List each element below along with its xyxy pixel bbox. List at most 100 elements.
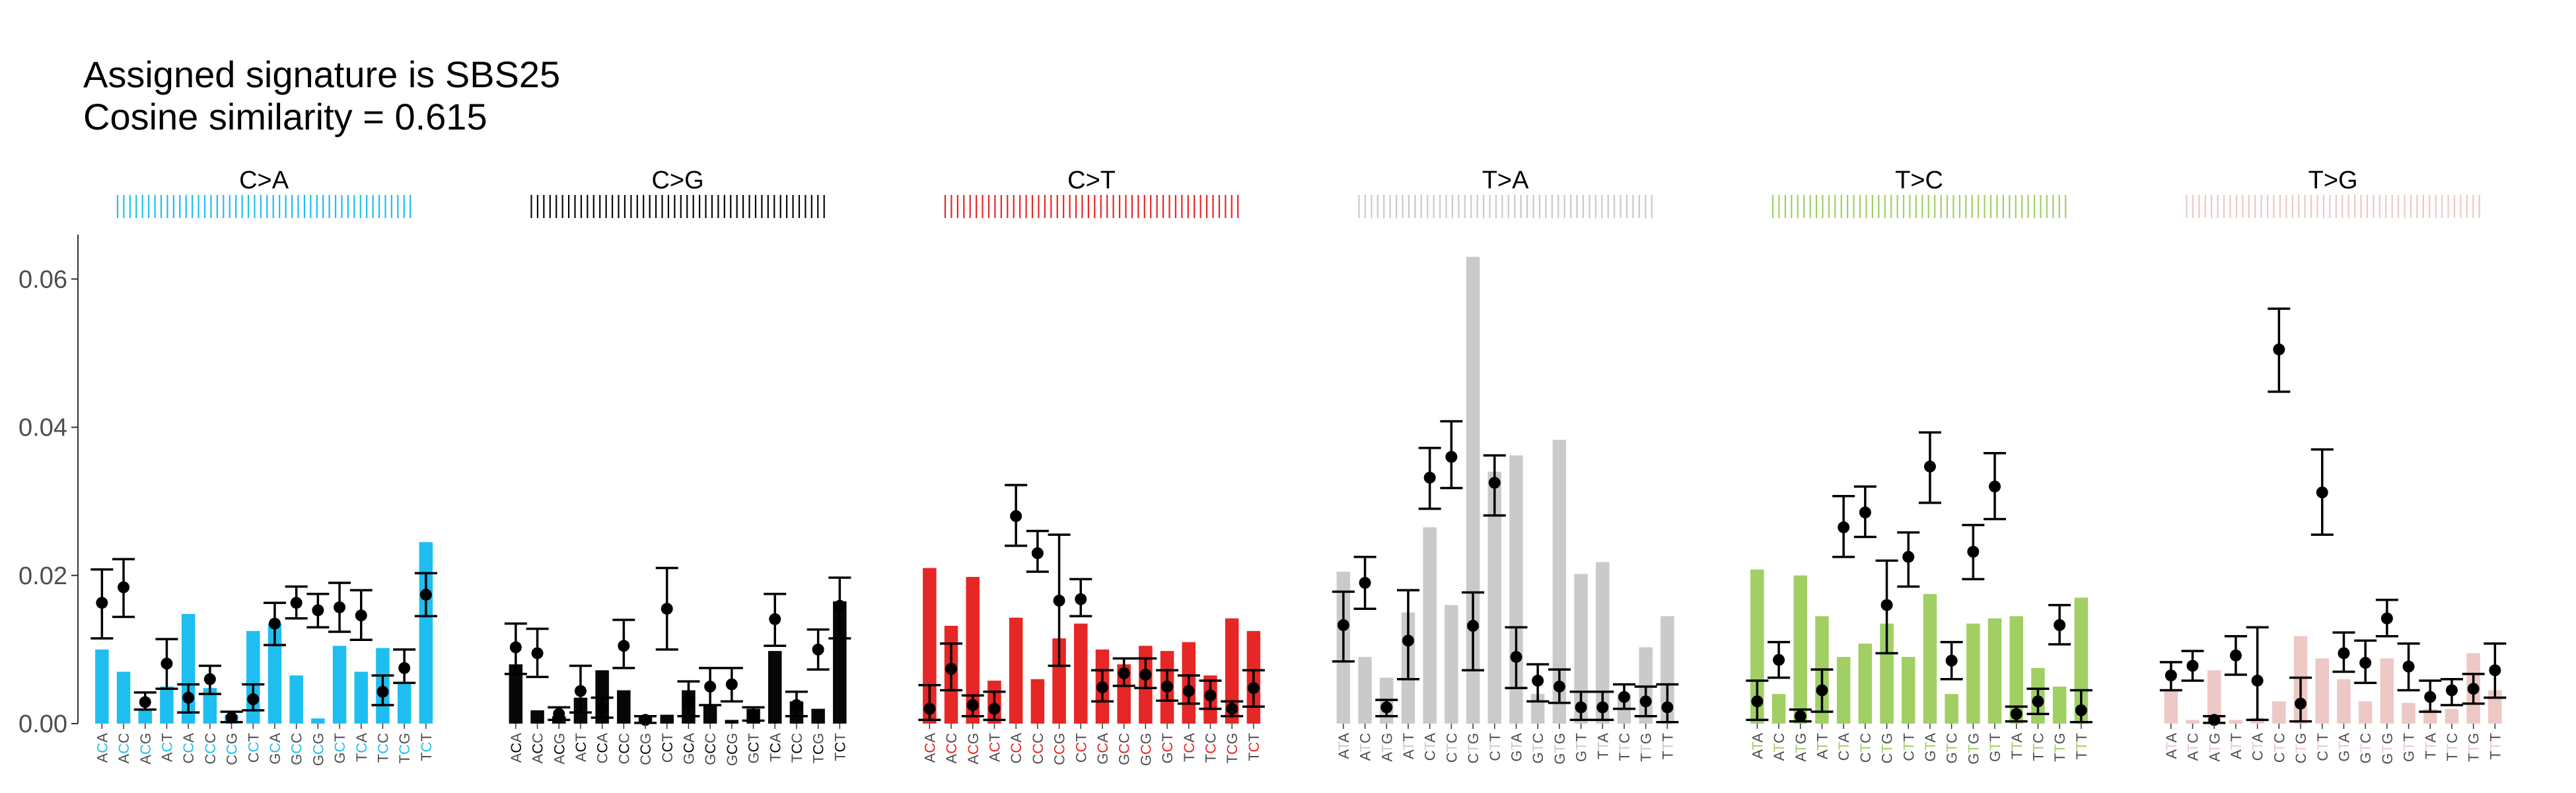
context-label: CCG xyxy=(1052,733,1068,765)
sample-mean-point xyxy=(1445,451,1458,463)
context-label: CCC xyxy=(1030,733,1046,765)
context-label: CCT xyxy=(659,733,676,763)
sample-mean-points xyxy=(96,343,2501,726)
sample-mean-point xyxy=(834,599,846,612)
sample-mean-point xyxy=(398,661,411,674)
sample-error-bars xyxy=(90,307,2507,724)
context-label: GCA xyxy=(267,733,283,765)
sample-mean-point xyxy=(1053,594,1065,607)
mutation-type-strips: C>A C>G C>T T>A T>C T>G xyxy=(116,167,2480,218)
context-label: TTC xyxy=(1616,733,1633,761)
sample-mean-point xyxy=(1226,702,1238,715)
context-label: CTA xyxy=(1422,733,1439,761)
sample-mean-point xyxy=(2010,708,2022,720)
signature-bar xyxy=(1225,618,1239,724)
context-label: ACT xyxy=(986,733,1003,762)
sample-mean-point xyxy=(1661,701,1674,714)
sample-mean-point xyxy=(1553,680,1565,693)
sample-mean-point xyxy=(2338,647,2350,660)
signature-bar xyxy=(2074,597,2089,724)
context-label: TCT xyxy=(418,733,435,761)
signature-bar xyxy=(530,710,544,724)
sample-mean-point xyxy=(725,678,738,691)
context-label: GTC xyxy=(1944,733,1960,764)
signature-bar xyxy=(1880,623,1894,724)
context-label: ACA xyxy=(508,733,524,763)
context-label: GTT xyxy=(1987,733,2003,762)
context-label: ACG xyxy=(965,733,982,765)
signature-bar xyxy=(1750,569,1764,724)
context-label: GTA xyxy=(1508,733,1524,762)
context-label: GCG xyxy=(1137,733,1154,766)
signature-bars xyxy=(95,256,2502,724)
sample-mean-point xyxy=(1880,599,1893,611)
sample-mean-point xyxy=(596,702,608,715)
sample-mean-point xyxy=(574,685,587,697)
sample-mean-point xyxy=(1467,620,1480,632)
signature-bar xyxy=(2207,670,2221,724)
sample-mean-point xyxy=(1204,689,1217,702)
sample-mean-point xyxy=(1075,593,1087,605)
sample-mean-point xyxy=(1096,681,1108,694)
sample-mean-point xyxy=(2445,684,2458,697)
signature-bar xyxy=(419,542,433,724)
sample-mean-point xyxy=(704,680,717,693)
sample-mean-point xyxy=(1488,476,1501,489)
signature-bar xyxy=(1945,694,1958,724)
sample-mean-point xyxy=(1838,521,1850,533)
signature-bar xyxy=(160,686,174,724)
signature-bar xyxy=(1358,657,1372,724)
context-label: CCT xyxy=(245,733,262,763)
context-label: ACT xyxy=(573,733,589,762)
signature-bar xyxy=(138,708,152,724)
sample-mean-point xyxy=(2054,619,2066,631)
context-label: ATG xyxy=(1793,733,1809,762)
sample-mean-point xyxy=(531,647,544,660)
sample-mean-point xyxy=(988,702,1001,715)
signature-bar xyxy=(332,646,347,724)
sample-mean-point xyxy=(1618,691,1630,703)
context-label: TCG xyxy=(810,733,827,763)
mutation-type-label: C>G xyxy=(651,167,703,194)
context-label: TCC xyxy=(375,733,391,763)
context-label: CCC xyxy=(202,733,219,765)
signature-bar xyxy=(1574,574,1588,724)
context-label: GCC xyxy=(702,733,719,765)
context-label: GCT xyxy=(746,733,762,763)
context-label: TCA xyxy=(353,733,370,762)
sample-mean-point xyxy=(2489,664,2501,677)
sample-mean-point xyxy=(812,643,824,656)
context-label: GCT xyxy=(332,733,348,763)
error-bar xyxy=(2246,626,2269,722)
context-label: ACC xyxy=(530,733,546,764)
signature-bar xyxy=(1423,527,1437,724)
sample-mean-point xyxy=(1751,695,1764,708)
context-label: ACG xyxy=(551,733,567,765)
context-label: GCG xyxy=(724,733,740,766)
sample-mean-point xyxy=(661,603,673,615)
sample-mean-point xyxy=(747,708,760,721)
sample-mean-point xyxy=(2273,343,2285,356)
signature-bar xyxy=(833,601,847,724)
context-label: GTA xyxy=(1922,733,1939,762)
context-label: TTG xyxy=(2466,733,2482,762)
sample-mean-point xyxy=(2359,657,2372,669)
sample-mean-point xyxy=(1575,701,1587,714)
chart-title: Assigned signature is SBS25 Cosine simil… xyxy=(83,54,560,137)
context-label: TTA xyxy=(2009,733,2025,759)
sample-mean-point xyxy=(1182,685,1195,697)
context-label: CCG xyxy=(224,733,240,765)
context-label: ATG xyxy=(1378,733,1395,762)
signature-bar xyxy=(1030,679,1045,724)
sample-mean-point xyxy=(419,588,432,601)
sample-mean-point xyxy=(161,658,173,670)
context-label: TCA xyxy=(1181,733,1198,762)
signature-bar xyxy=(2229,720,2243,724)
sample-mean-point xyxy=(2295,697,2307,710)
sample-mean-point xyxy=(355,609,367,622)
context-label: TCA xyxy=(767,733,783,762)
mutation-type-label: T>G xyxy=(2308,167,2358,194)
sample-mean-point xyxy=(2402,660,2415,673)
context-label: ATT xyxy=(1814,733,1830,759)
